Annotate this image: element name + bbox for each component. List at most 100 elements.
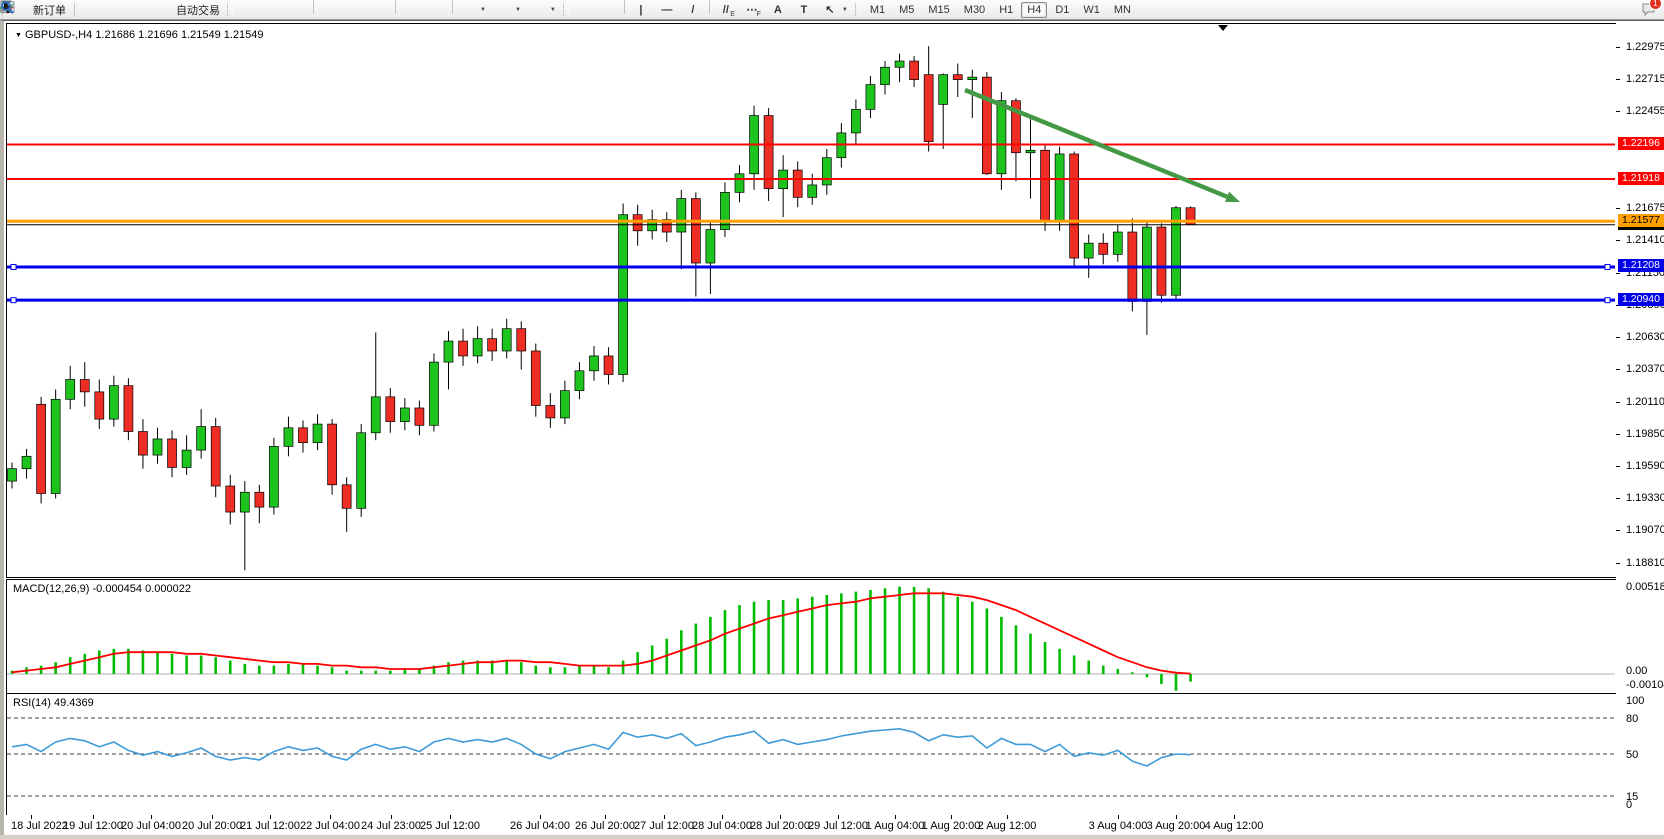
zoom-out-button[interactable] (1, 0, 367, 19)
bull-candle (821, 157, 832, 186)
price-tick (1616, 465, 1620, 467)
date-label: 24 Jul 23:00 (361, 820, 421, 832)
macd-histogram-bar (243, 663, 247, 674)
date-label: 1 Aug 20:00 (921, 820, 981, 832)
macd-histogram-bar (156, 652, 159, 674)
timeframe-mn[interactable]: MN (1113, 3, 1131, 16)
new-order-button[interactable]: 新订单 (0, 0, 71, 20)
chart-title: ▼ GBPUSD-,H4 1.21686 1.21696 1.21549 1.2… (15, 29, 264, 41)
timeframe-m1[interactable]: M1 (869, 3, 886, 16)
rsi-axis-label: 80 (1626, 713, 1639, 725)
scroll-position-marker-icon[interactable] (1218, 25, 1228, 31)
macd-histogram-bar (490, 660, 494, 674)
candlesticks-button[interactable] (2, 0, 285, 19)
date-axis[interactable]: 18 Jul 2022 19 Jul 12:00 20 Jul 04:00 20 Ju… (6, 815, 1616, 835)
templates-button[interactable]: ▼ (0, 0, 561, 19)
price-tick-label: 1.18810 (1626, 556, 1664, 569)
price-chart-canvas[interactable] (7, 24, 1615, 575)
macd-histogram-bar (869, 589, 872, 674)
line-chart-button[interactable] (0, 0, 310, 19)
macd-histogram-bar (1000, 616, 1003, 674)
tile-windows-button[interactable] (1, 0, 392, 19)
trend-arrow-object[interactable] (964, 87, 1228, 199)
rsi-axis-label: 0 (1626, 799, 1633, 811)
bear-candle (385, 396, 396, 422)
signals-button[interactable] (0, 0, 153, 19)
trendline-button[interactable]: / (680, 0, 706, 19)
symbol-dropdown-icon[interactable]: ▼ (15, 32, 22, 39)
macd-histogram-bar (796, 598, 799, 674)
price-tick-label: 1.22715 (1626, 72, 1664, 85)
date-tick (605, 815, 606, 819)
arrows-button[interactable]: ↖ ▼ (817, 0, 853, 19)
search-icon[interactable] (1, 1, 1635, 17)
timeframe-h1[interactable]: H1 (999, 3, 1014, 16)
community-button[interactable] (2, 0, 128, 19)
vertical-line-button[interactable]: | (628, 0, 654, 19)
macd-histogram-bar (810, 596, 814, 674)
macd-canvas[interactable] (7, 580, 1615, 692)
trend-arrow-head[interactable] (1224, 191, 1240, 202)
macd-histogram-bar (621, 660, 625, 674)
timeframe-w1[interactable]: W1 (1083, 3, 1100, 16)
horizontal-line-button[interactable]: — (654, 0, 680, 19)
date-tick (1234, 815, 1235, 819)
fibonacci-button[interactable]: ⋯ F (739, 0, 765, 19)
macd-histogram-bar (1058, 648, 1061, 674)
bull-candle (501, 328, 512, 352)
crosshair-button[interactable] (1, 0, 621, 19)
line-handle[interactable] (10, 263, 17, 270)
price-tick (1616, 530, 1620, 532)
line-handle[interactable] (1604, 297, 1611, 304)
line-handle[interactable] (1604, 263, 1611, 270)
dropdown-caret-icon[interactable]: ▼ (514, 6, 521, 13)
timeframe-h4[interactable]: H4 (1021, 1, 1048, 18)
chat-icon[interactable]: 1 (1641, 0, 1662, 17)
macd-signal-value: 0.000022 (145, 583, 191, 595)
macd-histogram-bar (883, 588, 887, 674)
macd-histogram-bar (214, 657, 217, 674)
chart-window[interactable]: ▼ GBPUSD-,H4 1.21686 1.21696 1.21549 1.2… (0, 20, 1664, 835)
bull-candle (676, 198, 687, 233)
macd-histogram-bar (767, 600, 770, 674)
rsi-panel[interactable]: RSI(14) 49.4369 (6, 693, 1618, 817)
macd-histogram-bar (199, 655, 203, 674)
bull-candle (560, 390, 570, 419)
dropdown-caret-icon[interactable]: ▼ (841, 6, 848, 13)
price-tick (1616, 207, 1620, 209)
timeframe-m30[interactable]: M30 (963, 3, 986, 16)
macd-histogram-bar (854, 591, 858, 674)
timeframe-m5[interactable]: M5 (899, 3, 915, 16)
rsi-label: RSI(14) 49.4369 (13, 697, 94, 709)
macd-histogram-bar (403, 668, 407, 674)
chart-shift-button[interactable] (4, 0, 449, 19)
metaeditor-button[interactable] (1, 0, 103, 19)
auto-trading-button[interactable]: 自动交易 (0, 0, 225, 20)
bull-candle (938, 74, 949, 105)
bull-candle (1112, 231, 1123, 255)
indicators-button[interactable]: ▼ (0, 0, 491, 19)
date-tick (450, 815, 451, 819)
periods-button[interactable]: ▼ (1, 0, 526, 19)
timeframe-d1[interactable]: D1 (1055, 3, 1070, 16)
bars-button[interactable] (2, 0, 260, 19)
zoom-in-button[interactable] (1, 0, 342, 19)
rsi-canvas[interactable] (7, 694, 1615, 814)
bull-candle (705, 229, 716, 264)
price-tick-label: 1.22975 (1626, 40, 1664, 53)
label-button[interactable]: T (791, 0, 817, 19)
price-chart-panel[interactable]: ▼ GBPUSD-,H4 1.21686 1.21696 1.21549 1.2… (6, 23, 1618, 578)
timeframe-m15[interactable]: M15 (928, 3, 950, 16)
text-button[interactable]: A (765, 0, 791, 19)
macd-panel[interactable]: MACD(12,26,9) -0.000454 0.000022 (6, 579, 1618, 695)
dropdown-caret-icon[interactable]: ▼ (480, 6, 486, 13)
bull-candle (865, 84, 876, 110)
channel-button[interactable]: //E (713, 0, 739, 19)
price-axis[interactable]: 1.22975 1.22715 1.22455 1.21675 1.21410 1.211… (1616, 21, 1664, 835)
dropdown-caret-icon[interactable]: ▼ (549, 6, 556, 13)
macd-histogram-bar (330, 667, 334, 674)
price-level-badge: 1.21208 (1618, 259, 1664, 273)
auto-scroll-button[interactable] (2, 0, 424, 19)
line-handle[interactable] (10, 297, 17, 304)
cursor-button[interactable] (4, 0, 596, 19)
